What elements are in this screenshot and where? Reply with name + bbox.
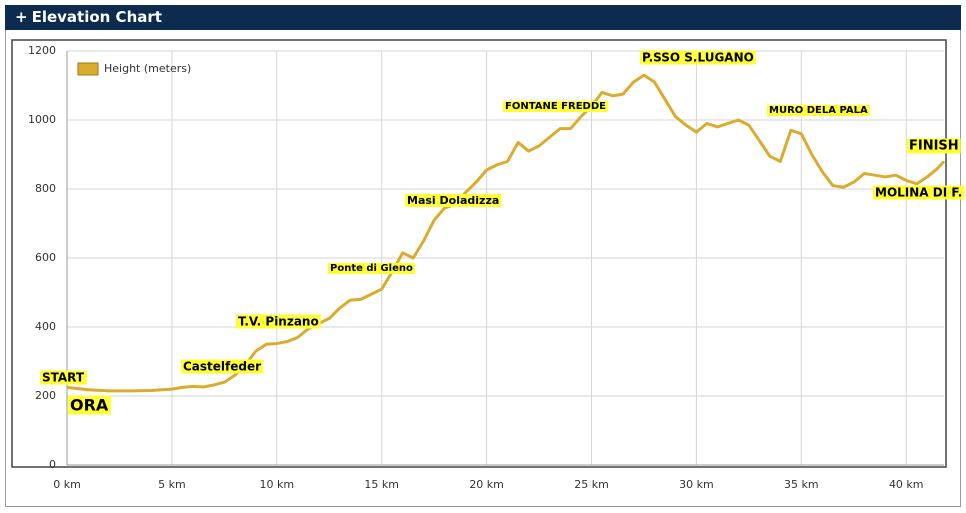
annotation: FINISH	[909, 139, 959, 154]
y-tick-label: 0	[49, 458, 56, 471]
y-tick-label: 200	[35, 389, 56, 402]
y-tick-label: 600	[35, 251, 56, 264]
annotation-bg	[907, 138, 961, 154]
x-tick-label: 25 km	[574, 478, 609, 491]
annotation-bg	[328, 263, 415, 274]
header-title: Elevation Chart	[31, 8, 162, 26]
annotation-bg	[181, 359, 264, 374]
x-tick-label: 30 km	[679, 478, 714, 491]
y-tick-label: 1200	[28, 44, 56, 57]
frame	[5, 30, 961, 507]
x-tick-label: 40 km	[889, 478, 924, 491]
y-tick-label: 1000	[28, 113, 56, 126]
annotation: MURO DELA PALA	[769, 105, 868, 116]
legend-swatch	[77, 62, 99, 76]
annotation: FONTANE FREDDE	[505, 101, 606, 112]
x-tick-label: 10 km	[260, 478, 295, 491]
header: + Elevation Chart	[5, 5, 961, 30]
x-tick-label: 35 km	[784, 478, 819, 491]
annotation-bg	[640, 50, 756, 65]
annotation: P.SSO S.LUGANO	[642, 51, 754, 65]
x-tick-label: 20 km	[469, 478, 504, 491]
annotation: Ponte di Gleno	[330, 263, 413, 274]
annotation: MOLINA DI F.	[875, 186, 962, 200]
annotation-bg	[767, 105, 871, 116]
annotation: Masi Doladizza	[407, 194, 499, 207]
expand-icon[interactable]: +	[15, 8, 28, 26]
annotation: T.V. Pinzano	[238, 315, 319, 329]
x-tick-label: 0 km	[53, 478, 81, 491]
annotation: START	[42, 371, 85, 385]
annotation-bg	[68, 395, 111, 415]
annotation-bg	[503, 101, 609, 112]
annotation-bg	[40, 370, 87, 385]
annotation: Castelfeder	[183, 360, 261, 374]
elevation-line	[66, 73, 946, 393]
x-tick-label: 5 km	[158, 478, 186, 491]
x-tick-label: 15 km	[364, 478, 399, 491]
y-tick-label: 400	[35, 320, 56, 333]
annotation-bg	[236, 314, 321, 329]
annotation-bg	[873, 185, 965, 200]
annotation-bg	[405, 194, 502, 207]
legend-label: Height (meters)	[104, 62, 191, 75]
y-tick-label: 800	[35, 182, 56, 195]
annotation: ORA	[70, 396, 109, 415]
